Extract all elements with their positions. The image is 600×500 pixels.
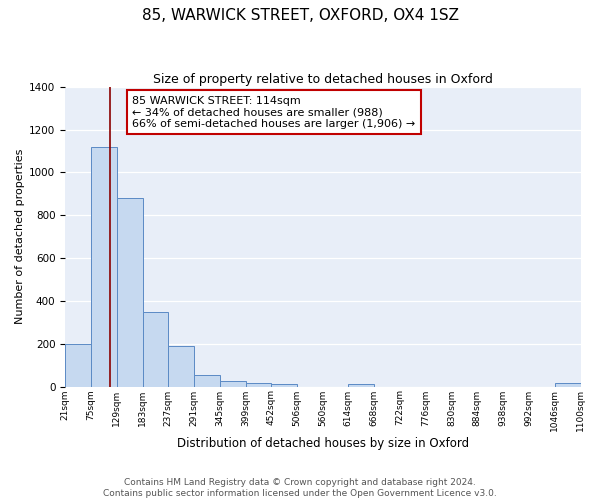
Bar xyxy=(117,198,143,386)
Bar xyxy=(271,384,297,386)
Bar xyxy=(220,381,245,386)
Y-axis label: Number of detached properties: Number of detached properties xyxy=(15,149,25,324)
Bar xyxy=(143,312,169,386)
Bar xyxy=(245,384,271,386)
Text: Contains HM Land Registry data © Crown copyright and database right 2024.
Contai: Contains HM Land Registry data © Crown c… xyxy=(103,478,497,498)
Text: 85 WARWICK STREET: 114sqm
← 34% of detached houses are smaller (988)
66% of semi: 85 WARWICK STREET: 114sqm ← 34% of detac… xyxy=(132,96,415,129)
Text: 85, WARWICK STREET, OXFORD, OX4 1SZ: 85, WARWICK STREET, OXFORD, OX4 1SZ xyxy=(142,8,458,22)
Bar xyxy=(65,344,91,386)
Bar xyxy=(349,384,374,386)
Bar xyxy=(194,375,220,386)
Bar xyxy=(91,146,117,386)
Bar xyxy=(555,384,581,386)
Bar xyxy=(169,346,194,387)
X-axis label: Distribution of detached houses by size in Oxford: Distribution of detached houses by size … xyxy=(177,437,469,450)
Title: Size of property relative to detached houses in Oxford: Size of property relative to detached ho… xyxy=(153,72,493,86)
